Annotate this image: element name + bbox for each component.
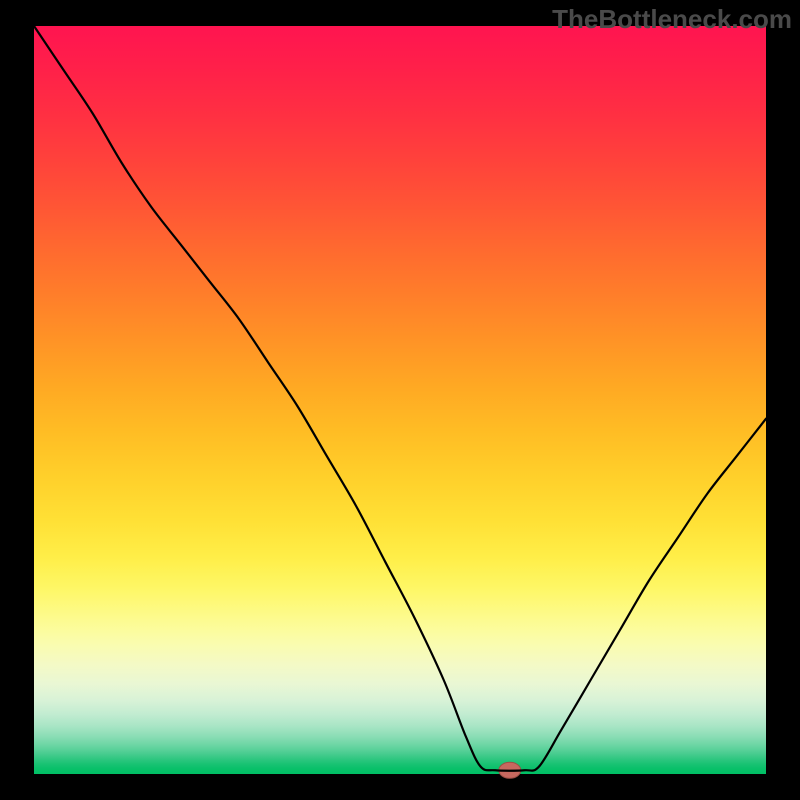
- chart-stage: TheBottleneck.com: [0, 0, 800, 800]
- plot-background: [34, 26, 766, 774]
- bottleneck-chart-svg: [0, 0, 800, 800]
